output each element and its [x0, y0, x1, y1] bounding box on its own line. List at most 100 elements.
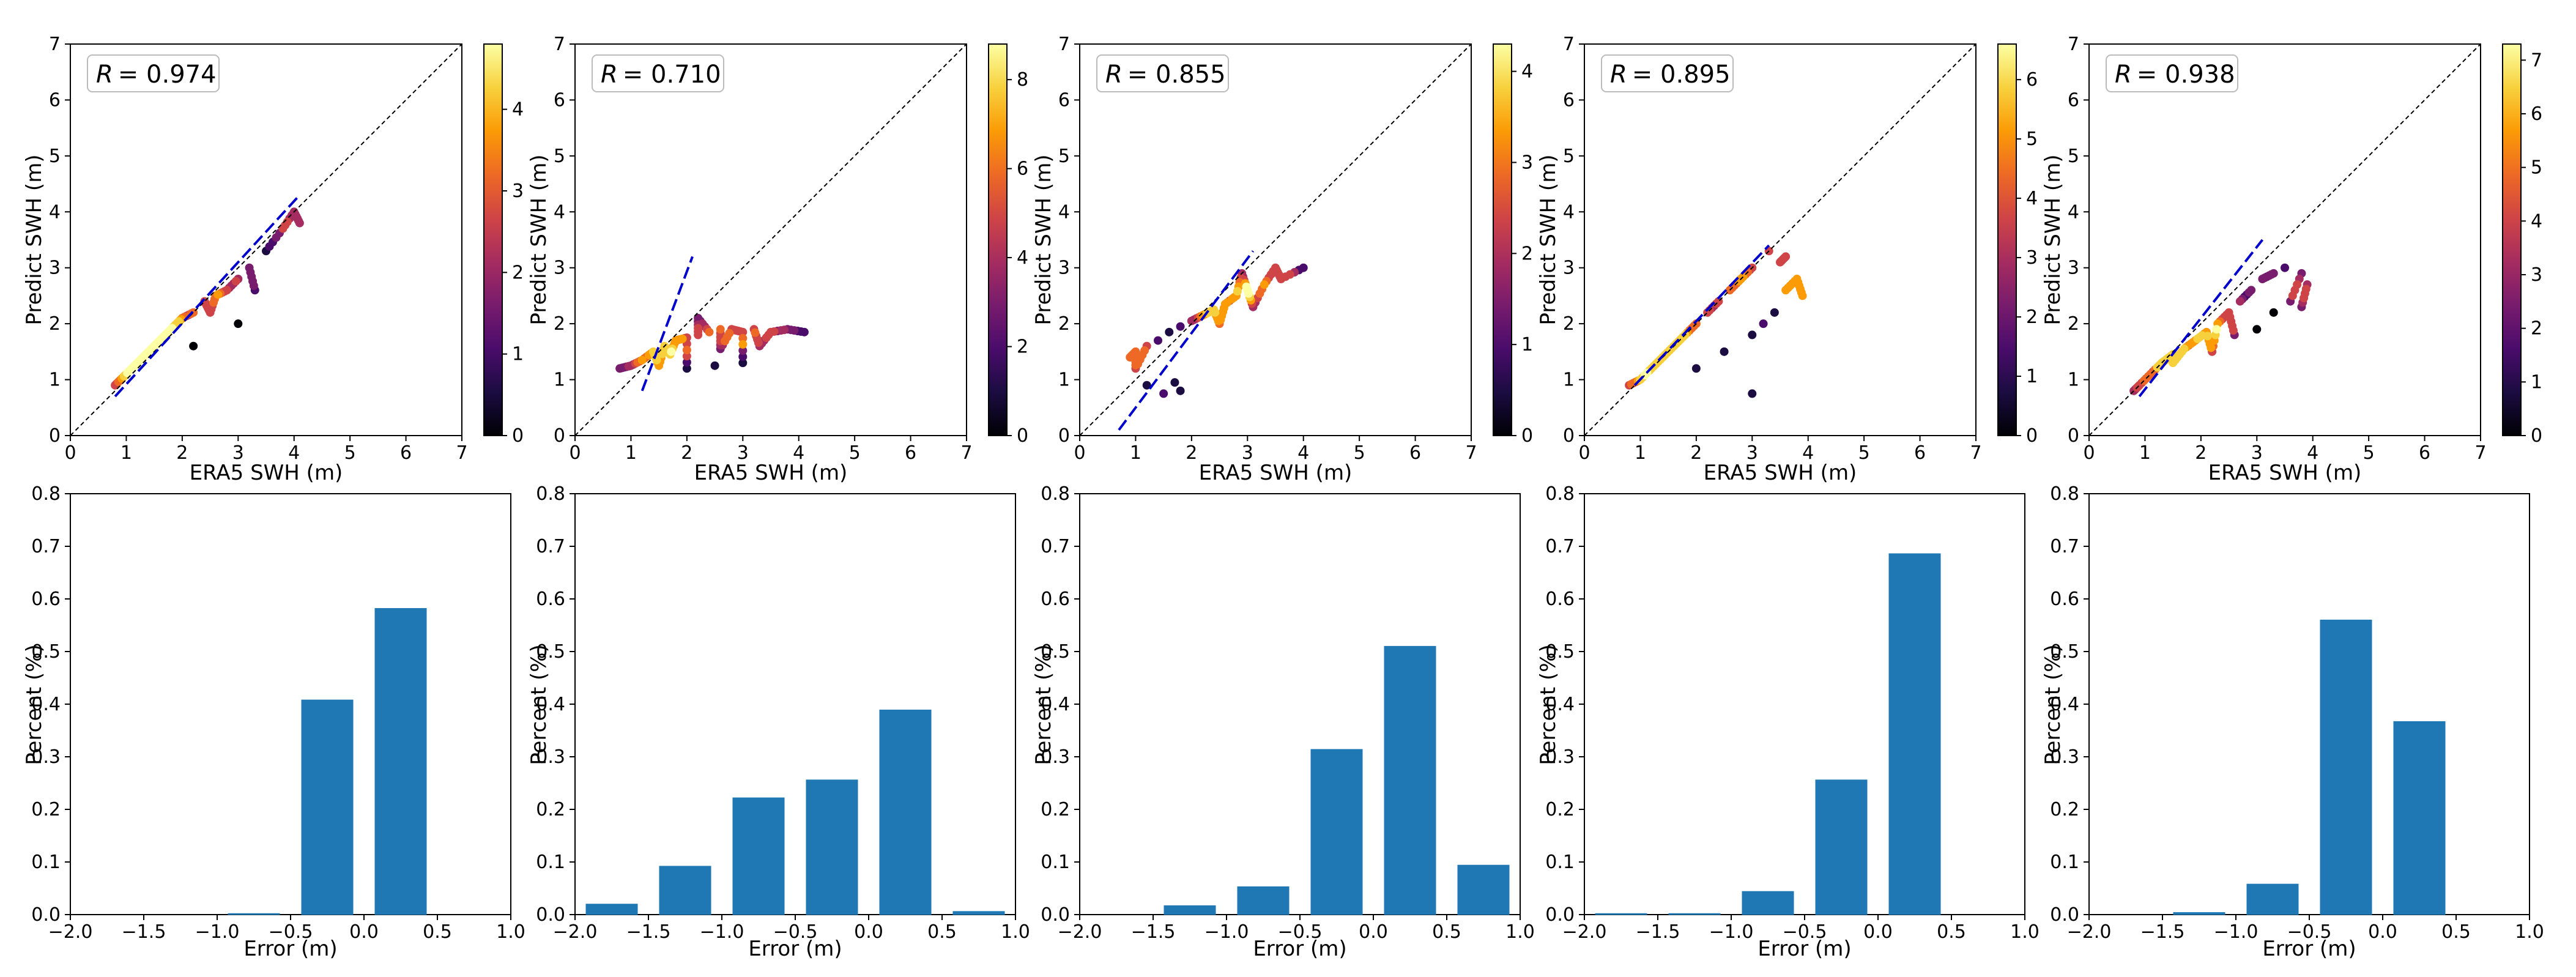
- colorbar: 0 1 2 3 4 5 6 7: [2502, 43, 2542, 447]
- scatter-point: [1219, 303, 1228, 313]
- y-tick-label: 2: [1563, 313, 1575, 335]
- y-tick-label: 0.6: [1041, 589, 1070, 610]
- x-tick-label: 0.5: [1432, 921, 1461, 943]
- r-annotation: R = 0.974: [96, 61, 217, 89]
- scatter-point: [637, 355, 647, 365]
- r-value: = 0.938: [2137, 61, 2235, 89]
- histogram-bar: [1384, 645, 1436, 915]
- x-tick-label: 3: [232, 442, 244, 464]
- r-symbol: R: [96, 61, 113, 89]
- x-tick-label: 1.0: [2010, 921, 2040, 943]
- x-tick-label: 5: [1354, 442, 1365, 464]
- fit-line: [640, 256, 694, 392]
- scatter-point: [1211, 308, 1220, 317]
- colorbar-tick-label: 2: [1521, 243, 1533, 264]
- scatter-panel-5: 0 1 2 3 4 5 6 7 0 1 2 3 4 5 6 7 R = 0.938 ERA5 SWH (m) P…: [2041, 34, 2542, 485]
- histogram-bar: [2246, 883, 2299, 915]
- r-annotation: R = 0.938: [2115, 61, 2235, 89]
- y-tick-label: 0.8: [31, 483, 61, 505]
- y-tick-label: 0.5: [1041, 641, 1070, 663]
- scatter-point: [2247, 286, 2256, 295]
- x-tick-label: 1.0: [1001, 921, 1030, 943]
- x-tick-label: 1: [121, 442, 132, 464]
- x-tick-label: 0.5: [423, 921, 452, 943]
- colorbar-tick-label: 8: [1017, 69, 1028, 91]
- y-tick-label: 0.8: [2050, 483, 2079, 505]
- scatter-point: [722, 333, 732, 342]
- histogram-bar: [1815, 779, 1868, 915]
- y-axis-label: Predict SWH (m): [22, 154, 46, 325]
- colorbar: 0 1 2 3 4: [1493, 43, 1533, 447]
- identity-line: [70, 43, 462, 436]
- y-tick-label: 0.7: [536, 536, 565, 557]
- scatter-point: [738, 340, 748, 349]
- r-value: = 0.855: [1127, 61, 1226, 89]
- y-tick-label: 4: [2068, 201, 2079, 223]
- y-tick-label: 0.4: [536, 694, 565, 715]
- histogram-bars: [228, 607, 427, 915]
- x-tick-label: 0.0: [1359, 921, 1388, 943]
- colorbar-tick-label: 1: [512, 344, 524, 365]
- scatter-point: [1720, 347, 1729, 356]
- y-tick-label: 1: [2068, 370, 2079, 391]
- y-tick-label: 5: [2068, 146, 2079, 167]
- x-axis-label: Error (m): [243, 937, 337, 961]
- colorbar: 0 1 2 3 4: [483, 43, 524, 447]
- scatter-point: [779, 325, 789, 335]
- colorbar-gradient: [483, 43, 503, 436]
- scatter-point: [1176, 386, 1185, 395]
- x-tick-label: −2.0: [553, 921, 598, 943]
- histogram-bar: [1742, 891, 1794, 915]
- x-tick-label: 3: [737, 442, 749, 464]
- y-axis-label: Percent (%): [1536, 644, 1561, 765]
- colorbar-tick-label: 0: [2026, 425, 2038, 447]
- y-tick-label: 0.5: [31, 641, 61, 663]
- scatter-panel-1: 0 1 2 3 4 5 6 7 0 1 2 3 4 5 6 7 R = 0.974 ERA5 SWH (m) P…: [22, 34, 524, 485]
- y-tick-label: 0.8: [1041, 483, 1070, 505]
- colorbar-tick-label: 6: [2531, 103, 2542, 125]
- y-axis-label: Percent (%): [1031, 644, 1056, 765]
- r-value: = 0.895: [1632, 61, 1731, 89]
- scatter-point: [1140, 346, 1149, 355]
- scatter-point: [2252, 325, 2262, 334]
- scatter-point: [2301, 284, 2311, 294]
- scatter-point: [2229, 326, 2238, 335]
- histogram-bar: [2173, 912, 2225, 915]
- histogram-panel-2: −2.0 −1.5 −1.0 −0.5 0.0 0.5 1.0 0.0 0.1 0.2 0.3 0.4…: [527, 483, 1030, 961]
- scatter-point: [1154, 336, 1162, 345]
- y-tick-label: 1: [49, 370, 61, 391]
- x-tick-label: 7: [1970, 442, 1981, 464]
- scatter-point: [164, 327, 173, 336]
- scatter-point: [682, 358, 691, 367]
- y-tick-label: 0.7: [2050, 536, 2079, 557]
- y-tick-label: 7: [1058, 34, 1070, 55]
- histogram-bar: [1888, 553, 1941, 915]
- y-tick-label: 0: [554, 425, 565, 447]
- scatter-point: [1770, 308, 1779, 317]
- scatter-point: [248, 277, 258, 286]
- scatter-point: [1691, 364, 1701, 373]
- histogram-bars: [2173, 619, 2446, 915]
- colorbar: 0 2 4 6 8: [988, 43, 1028, 447]
- y-tick-label: 5: [1563, 146, 1575, 167]
- colorbar-tick-label: 0: [1017, 425, 1028, 447]
- scatter-axes: 0 1 2 3 4 5 6 7 0 1 2 3 4 5 6 7: [49, 34, 468, 464]
- x-tick-label: 6: [905, 442, 916, 464]
- scatter-point: [1170, 378, 1179, 387]
- scatter-point: [694, 330, 703, 340]
- y-tick-label: 0.3: [1041, 746, 1070, 768]
- y-tick-label: 3: [1058, 258, 1070, 279]
- scatter-point: [682, 364, 691, 373]
- x-tick-label: 6: [1409, 442, 1421, 464]
- x-tick-label: 1: [625, 442, 637, 464]
- identity-line: [1079, 43, 1472, 436]
- r-box: [87, 54, 220, 92]
- x-tick-label: −2.0: [1058, 921, 1102, 943]
- r-box: [1601, 54, 1734, 92]
- scatter-point: [1759, 319, 1768, 329]
- x-tick-label: 4: [2307, 442, 2318, 464]
- x-tick-label: −1.5: [2140, 921, 2185, 943]
- histogram-bar: [2393, 721, 2446, 915]
- x-axis-label: Error (m): [1758, 937, 1851, 961]
- colorbar-tick-label: 6: [2026, 69, 2038, 91]
